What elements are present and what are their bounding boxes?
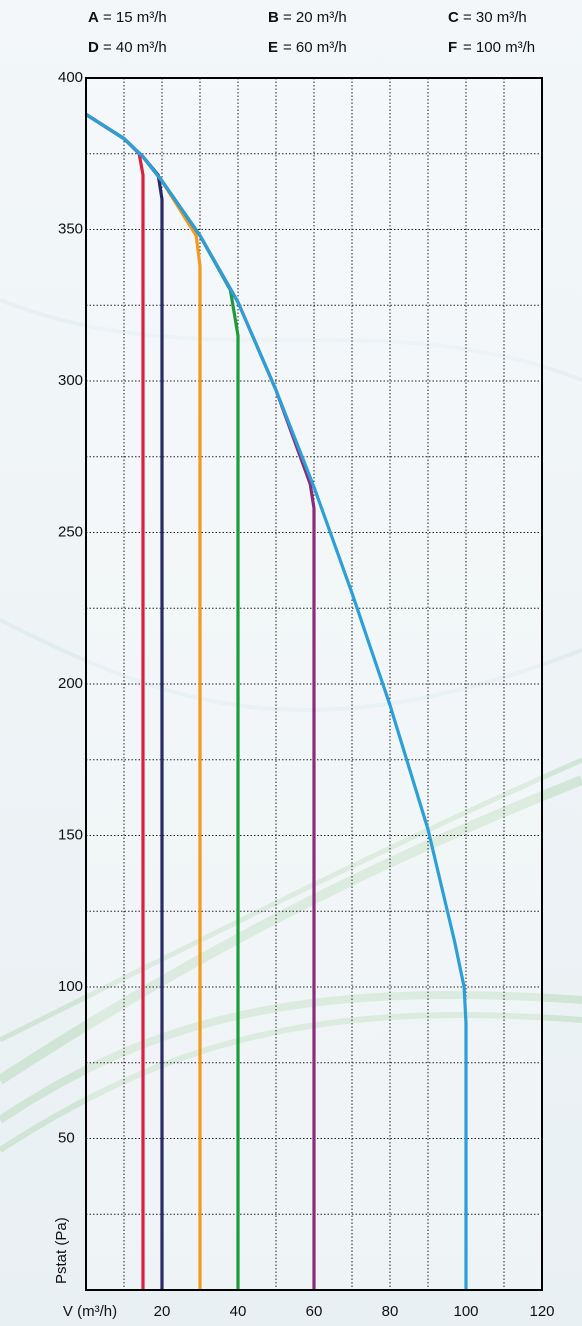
x-tick-label: 100 bbox=[453, 1303, 478, 1320]
y-tick-label: 200 bbox=[58, 675, 83, 692]
x-tick-label: 60 bbox=[306, 1303, 323, 1320]
legend-label: = 60 m³/h bbox=[283, 39, 347, 56]
y-axis-label: Pstat (Pa) bbox=[53, 1217, 70, 1284]
series-line bbox=[85, 113, 468, 1290]
y-tick-label: 400 bbox=[58, 69, 83, 86]
legend-key: F bbox=[448, 39, 457, 56]
x-tick-label: 80 bbox=[382, 1303, 399, 1320]
legend-key: B bbox=[268, 9, 279, 26]
y-tick-label: 100 bbox=[58, 978, 83, 995]
x-tick-label: 40 bbox=[230, 1303, 247, 1320]
legend-label: = 30 m³/h bbox=[463, 9, 527, 26]
y-tick-label: 50 bbox=[58, 1129, 75, 1146]
legend-label: = 40 m³/h bbox=[103, 39, 167, 56]
x-tick-label: 20 bbox=[154, 1303, 171, 1320]
x-tick-label: 120 bbox=[529, 1303, 554, 1320]
y-tick-label: 300 bbox=[58, 372, 83, 389]
x-axis-label: V (m³/h) bbox=[63, 1303, 117, 1320]
legend-key: C bbox=[448, 9, 459, 26]
plot-frame bbox=[85, 77, 543, 1291]
legend: A = 15 m³/h B = 20 m³/h C = 30 m³/h D = 40 m³/h… bbox=[88, 9, 535, 56]
y-tick-label: 250 bbox=[58, 523, 83, 540]
legend-key: D bbox=[88, 39, 99, 56]
y-tick-label: 350 bbox=[58, 220, 83, 237]
legend-label: = 20 m³/h bbox=[283, 9, 347, 26]
legend-key: E bbox=[268, 39, 278, 56]
legend-label: = 100 m³/h bbox=[463, 39, 535, 56]
series-lines bbox=[85, 113, 468, 1290]
legend-label: = 15 m³/h bbox=[103, 9, 167, 26]
y-tick-label: 150 bbox=[58, 826, 83, 843]
legend-key: A bbox=[88, 9, 99, 26]
